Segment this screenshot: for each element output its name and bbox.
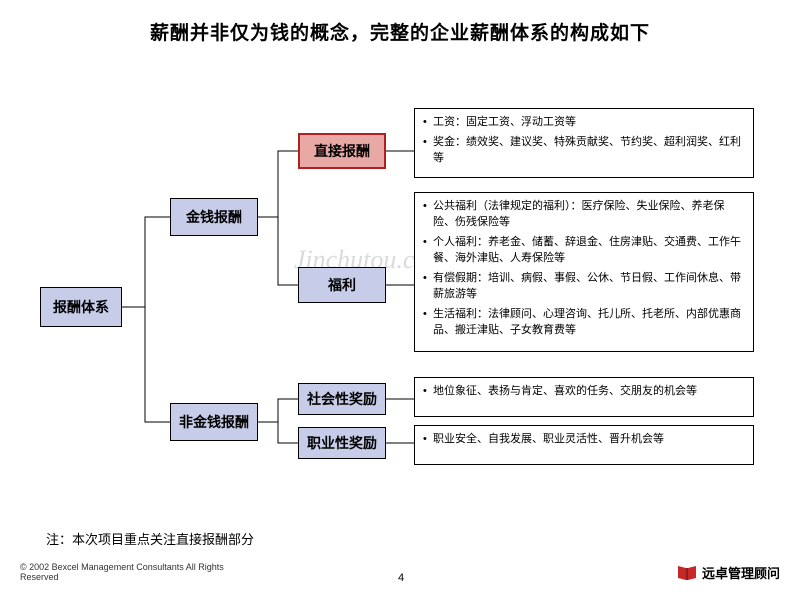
node-welfare: 福利	[298, 267, 386, 303]
desc-item: 职业安全、自我发展、职业灵活性、晋升机会等	[423, 432, 745, 448]
desc-item: 奖金：绩效奖、建议奖、特殊贡献奖、节约奖、超利润奖、红利等	[423, 135, 745, 167]
desc-direct: 工资：固定工资、浮动工资等奖金：绩效奖、建议奖、特殊贡献奖、节约奖、超利润奖、红…	[414, 108, 754, 178]
brand-name: 远卓管理顾问	[702, 563, 780, 582]
desc-item: 公共福利（法律规定的福利）：医疗保险、失业保险、养老保险、伤残保险等	[423, 199, 745, 231]
node-direct: 直接报酬	[298, 133, 386, 169]
node-social: 社会性奖励	[298, 383, 386, 415]
desc-item: 有偿假期：培训、病假、事假、公休、节日假、工作间休息、带薪旅游等	[423, 271, 745, 303]
footnote: 注：本次项目重点关注直接报酬部分	[46, 529, 254, 548]
desc-social: 地位象征、表扬与肯定、喜欢的任务、交朋友的机会等	[414, 377, 754, 417]
desc-item: 个人福利：养老金、储蓄、辞退金、住房津贴、交通费、工作午餐、海外津贴、人寿保险等	[423, 235, 745, 267]
node-money: 金钱报酬	[170, 198, 258, 236]
brand-logo: 远卓管理顾问	[676, 563, 780, 582]
page-number: 4	[398, 572, 404, 584]
node-career: 职业性奖励	[298, 427, 386, 459]
diagram-canvas: 报酬体系 金钱报酬非金钱报酬 直接报酬福利社会性奖励职业性奖励 工资：固定工资、浮动工…	[0, 0, 800, 600]
node-root: 报酬体系	[40, 287, 122, 327]
copyright: © 2002 Bexcel Management Consultants All…	[20, 562, 260, 582]
desc-welfare: 公共福利（法律规定的福利）：医疗保险、失业保险、养老保险、伤残保险等个人福利：养…	[414, 192, 754, 352]
desc-item: 地位象征、表扬与肯定、喜欢的任务、交朋友的机会等	[423, 384, 745, 400]
desc-career: 职业安全、自我发展、职业灵活性、晋升机会等	[414, 425, 754, 465]
book-icon	[676, 564, 698, 582]
desc-item: 生活福利：法律顾问、心理咨询、托儿所、托老所、内部优惠商品、搬迁津贴、子女教育费…	[423, 307, 745, 339]
desc-item: 工资：固定工资、浮动工资等	[423, 115, 745, 131]
node-nonmoney: 非金钱报酬	[170, 403, 258, 441]
